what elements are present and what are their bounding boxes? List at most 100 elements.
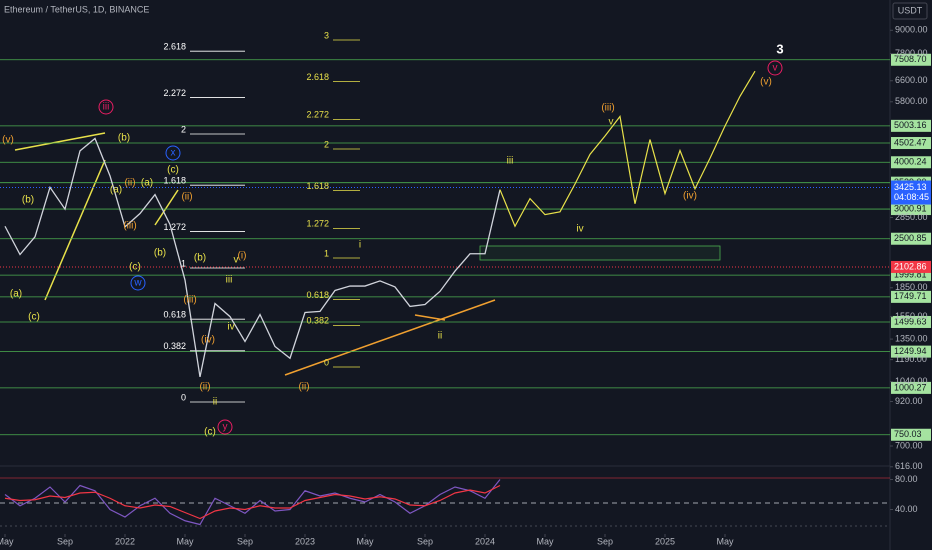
wave-label: (b) [22, 195, 34, 206]
wave-label: v [234, 255, 239, 266]
y-tick-label: 9000.00 [895, 25, 928, 35]
wave-label: (b) [154, 248, 166, 259]
level-label: 750.03 [894, 429, 922, 439]
level-label: 1249.94 [894, 346, 927, 356]
level-label: 3000.91 [894, 203, 927, 213]
wave-label: iii [103, 102, 110, 113]
level-label: 1749.71 [894, 291, 927, 301]
trendline [14, 132, 106, 151]
x-tick-label: Sep [417, 536, 433, 546]
wave-label: v [609, 117, 614, 128]
wave-circle [130, 275, 146, 291]
y-tick-label: 1040.00 [895, 376, 928, 386]
fib-label: 2.272 [306, 110, 329, 120]
currency-box[interactable] [892, 2, 928, 20]
level-label-box [891, 428, 931, 441]
x-tick-label: Sep [237, 536, 253, 546]
fib-label: 2 [324, 139, 329, 149]
y-tick-label: 920.00 [895, 396, 923, 406]
wave-label: (iv) [683, 191, 697, 202]
chart-title: Ethereum / TetherUS, 1D, BINANCE [4, 4, 149, 14]
trendline [44, 159, 106, 301]
fib-label: 0.382 [306, 316, 329, 326]
level-label-box [891, 119, 931, 132]
fib-label: 1 [181, 258, 186, 268]
wave-label: iv [576, 224, 583, 235]
level-label-box [891, 345, 931, 358]
wave-label: 3 [776, 41, 783, 56]
level-label: 4502.47 [894, 137, 927, 147]
rsi-tick-label: 80.00 [895, 474, 918, 484]
level-label-box [891, 315, 931, 328]
level-label: 4000.24 [894, 157, 927, 167]
current-price-box [891, 180, 931, 205]
level-label-box [891, 156, 931, 169]
fib-label: 1.618 [306, 181, 329, 191]
current-price-label: 3425.13 [894, 182, 927, 192]
y-tick-label: 6600.00 [895, 75, 928, 85]
wave-label: (a) [110, 185, 122, 196]
fib-label: 2.272 [163, 88, 186, 98]
level-label-box [891, 203, 931, 216]
currency-label[interactable]: USDT [898, 5, 923, 15]
series-line [4, 484, 501, 520]
wave-label: (iii) [183, 295, 196, 306]
fib-label: 2.618 [163, 42, 186, 52]
wave-label: (iii) [123, 221, 136, 232]
y-tick-label: 1350.00 [895, 333, 928, 343]
level-label: 1999.81 [894, 269, 927, 279]
y-tick-label: 5800.00 [895, 96, 928, 106]
wave-label: ii [213, 397, 217, 408]
level-label-box [891, 232, 931, 245]
wave-circle [98, 99, 114, 115]
fib-label: 1.272 [306, 219, 329, 229]
level-label: 1000.27 [894, 382, 927, 392]
y-tick-label: 1190.00 [895, 354, 927, 364]
rsi-tick-label: 40.00 [895, 504, 918, 514]
series-line [4, 137, 501, 378]
wave-label: (b) [194, 253, 206, 264]
wave-label: iv [227, 322, 234, 333]
wave-label: (c) [129, 262, 141, 273]
wave-label: x [171, 148, 176, 159]
fib-label: 3 [324, 30, 329, 40]
level-label: 1499.63 [894, 316, 927, 326]
wave-label: w [133, 278, 142, 289]
fib-label: 2 [181, 124, 186, 134]
fib-label: 0.618 [163, 310, 186, 320]
wave-circle [767, 60, 783, 76]
fib-label: 1.618 [163, 176, 186, 186]
wave-label: i [359, 240, 361, 251]
wave-label: (ii) [181, 192, 192, 203]
trendline [154, 189, 179, 226]
wave-label: ii [438, 331, 442, 342]
x-tick-label: 2024 [475, 536, 495, 546]
wave-label: (ii) [124, 178, 135, 189]
x-tick-label: 2022 [115, 536, 135, 546]
fib-label: 2.618 [306, 72, 329, 82]
marked-price-label: 2102.86 [894, 261, 927, 271]
series-line [499, 70, 756, 228]
x-tick-label: May [176, 536, 194, 546]
wave-label: (c) [204, 427, 216, 438]
wave-label: (iii) [601, 103, 614, 114]
wave-label: y [223, 422, 228, 433]
wave-label: (c) [167, 165, 179, 176]
fib-label: 0 [324, 357, 329, 367]
wave-label: (iv) [201, 335, 215, 346]
wave-label: (b) [118, 133, 130, 144]
wave-label: (ii) [199, 382, 210, 393]
level-label: 7508.70 [894, 54, 927, 64]
x-tick-label: Sep [57, 536, 73, 546]
zone-box [479, 245, 721, 261]
level-label-box [891, 137, 931, 150]
x-tick-label: May [356, 536, 374, 546]
y-tick-label: 1550.00 [895, 311, 928, 321]
trendline [414, 314, 446, 321]
wave-label: v [773, 63, 778, 74]
fib-label: 0.618 [306, 290, 329, 300]
y-tick-label: 2850.00 [895, 212, 928, 222]
wave-label: (i) [238, 251, 247, 262]
